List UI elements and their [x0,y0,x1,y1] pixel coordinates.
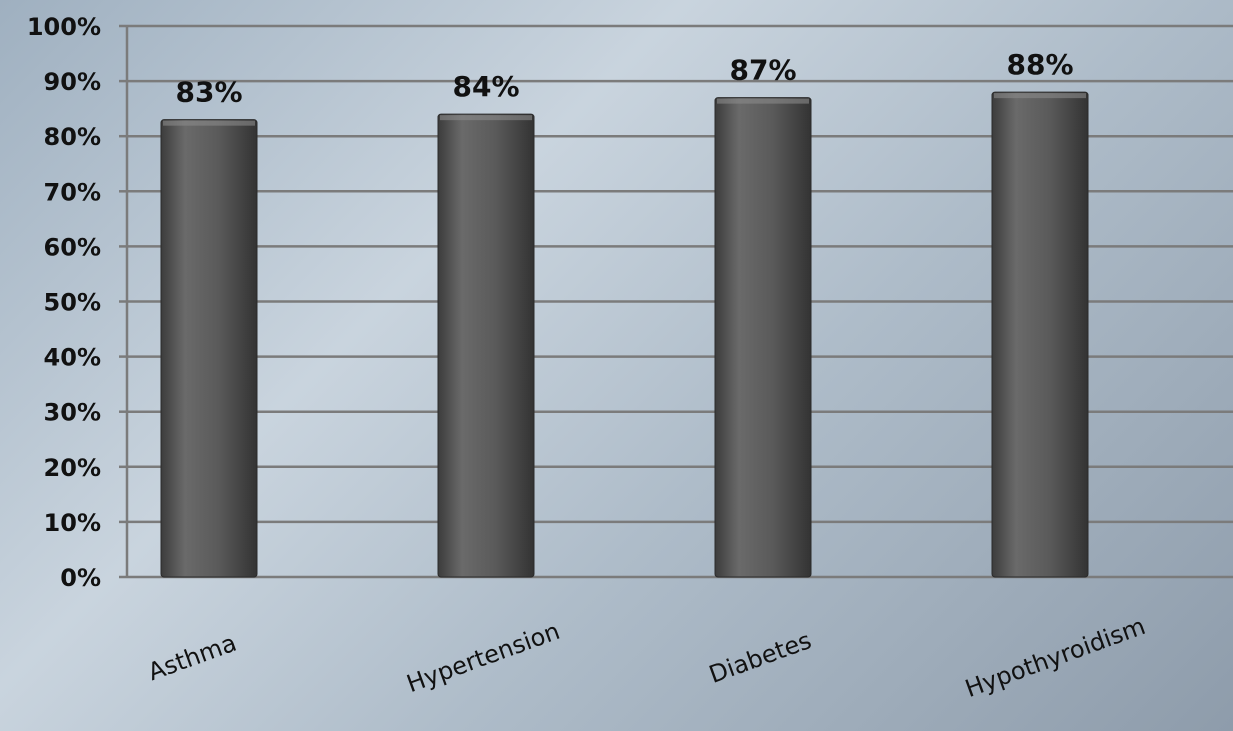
y-axis-tick-labels: 0% 10% 20% 30% 40% 50% 60% 70% 80% 90% 100% [27,13,101,592]
x-category-label: Hypertension [403,617,563,698]
y-tick-label: 20% [44,454,101,482]
bar-hypothyroidism [991,91,1089,578]
bar-asthma [160,119,258,578]
data-label: 87% [729,54,796,87]
x-category-label: Asthma [144,629,240,687]
y-tick-label: 90% [44,68,101,96]
y-tick-label: 100% [27,13,101,41]
y-tick-label: 30% [44,399,101,427]
x-category-label: Hypothyroidism [961,612,1149,703]
bar-hypertension [437,113,535,578]
data-label: 88% [1006,48,1073,81]
data-label: 83% [175,76,242,109]
y-tick-label: 70% [44,178,101,206]
bar-highlight [994,93,1086,99]
y-tick-label: 60% [44,233,101,261]
x-axis-category-labels: Asthma Hypertension Diabetes Hypothyroidism [144,612,1149,703]
bar-diabetes [714,97,812,578]
x-category-label: Diabetes [705,626,815,689]
y-tick-label: 40% [44,344,101,372]
data-labels: 83% 84% 87% 88% [175,48,1073,109]
y-tick-label: 0% [60,564,101,592]
bar-highlight [163,120,255,126]
y-tick-label: 50% [44,289,101,317]
bar-highlight [717,98,809,104]
y-tick-label: 10% [44,509,101,537]
bars [160,91,1089,578]
y-tick-label: 80% [44,123,101,151]
bar-highlight [440,115,532,121]
data-label: 84% [452,70,519,103]
